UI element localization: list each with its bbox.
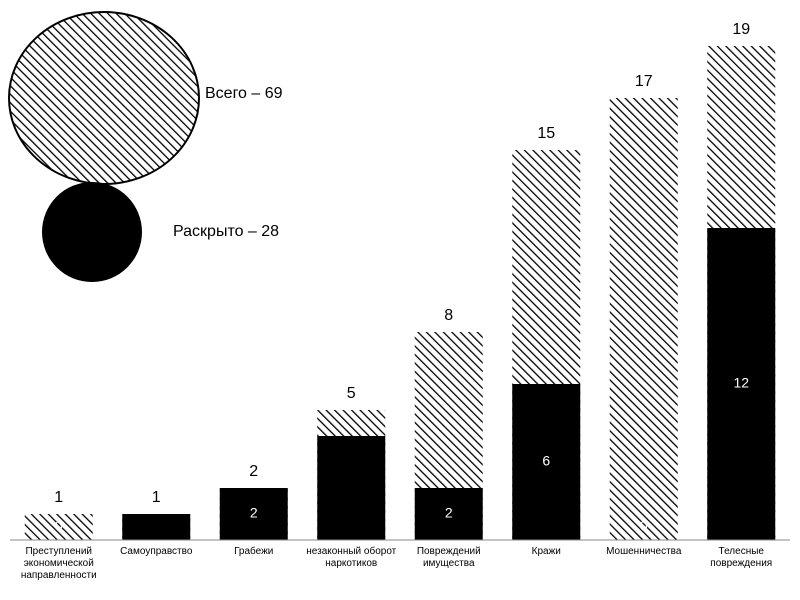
x-tick-label: Преступлений экономической направленност… [20,546,97,581]
legend-marker [8,11,200,185]
x-tick-label: Грабежи [234,546,274,557]
x-tick-label: Телесные повреждения [710,546,773,569]
solved-label: 12 [733,375,749,391]
solved-label: 6 [542,453,550,469]
solved-bar [317,436,386,540]
x-tick-label: Повреждений имущества [416,546,481,569]
solved-label: 2 [445,505,453,521]
solved-bar [122,514,191,540]
x-tick-label: Самоуправство [120,546,193,557]
solved-label: 0 [55,518,63,534]
solved-bar [512,384,581,540]
total-bar [609,98,678,540]
legend-marker [42,182,142,282]
x-tick-label: Кражи [531,546,561,557]
total-label: 8 [444,307,453,324]
total-label: 15 [537,125,555,142]
legend-label: Всего – 69 [205,85,283,102]
total-label: 2 [249,463,258,480]
solved-bar [707,228,776,540]
total-label: 19 [732,21,750,38]
x-tick-label: Мошенничества [606,546,682,557]
solved-label: 0 [640,518,648,534]
total-label: 1 [54,489,63,506]
solved-label: 2 [250,505,258,521]
solved-bar [219,488,288,540]
total-label: 17 [635,73,653,90]
total-bar [24,514,93,540]
legend-label: Раскрыто – 28 [173,223,279,240]
total-label: 5 [347,385,356,402]
total-label: 1 [152,489,161,506]
x-tick-label: незаконный оборот наркотиков [306,546,397,569]
solved-bar [414,488,483,540]
